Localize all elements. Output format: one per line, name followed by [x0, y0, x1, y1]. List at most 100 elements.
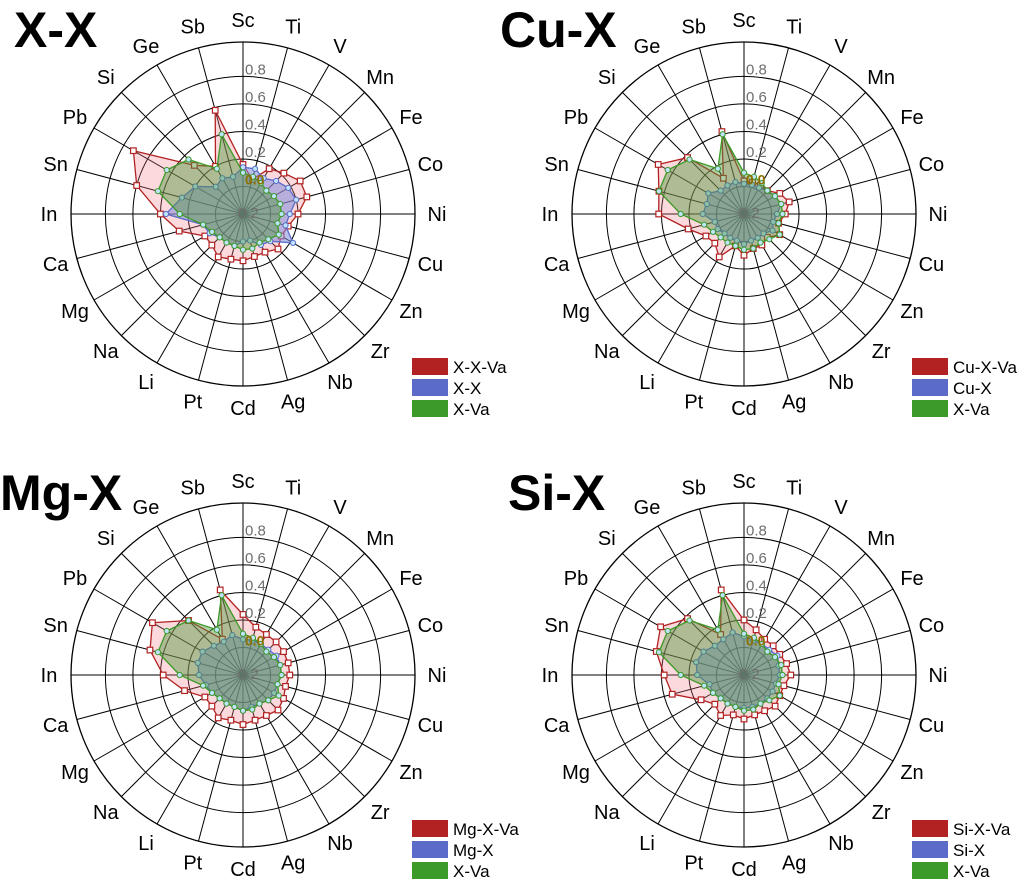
- data-point-marker: [702, 232, 710, 240]
- category-label: Pb: [63, 568, 87, 590]
- data-point-marker: [714, 626, 721, 633]
- data-point-marker: [216, 695, 223, 702]
- legend-label: Mg-X-Va: [453, 820, 519, 839]
- data-point-marker: [766, 236, 773, 243]
- radial-tick-label: 0.2: [245, 144, 266, 161]
- data-point-marker: [223, 700, 230, 707]
- data-point-marker: [771, 193, 779, 200]
- data-point-marker: [270, 654, 278, 661]
- category-label: Sb: [181, 478, 205, 500]
- data-point-marker: [175, 227, 183, 235]
- data-point-marker: [760, 230, 767, 237]
- radial-tick-label: 0.4: [746, 577, 767, 594]
- data-point-marker: [769, 688, 776, 695]
- data-point-marker: [740, 180, 748, 187]
- radial-tick-label: 0.8: [245, 522, 266, 539]
- data-point-marker: [274, 681, 281, 688]
- radial-tick-label: 0.2: [746, 144, 767, 161]
- data-point-marker: [655, 649, 663, 656]
- data-point-marker: [239, 246, 247, 253]
- data-point-marker: [282, 682, 289, 690]
- radial-tick-label: -0.2: [233, 205, 259, 222]
- data-point-marker: [220, 638, 227, 645]
- legend-swatch: [412, 820, 448, 837]
- data-point-marker: [278, 671, 285, 679]
- category-label: Pb: [564, 568, 588, 590]
- data-point-marker: [721, 230, 728, 237]
- data-point-marker: [227, 716, 235, 724]
- data-point-marker: [239, 630, 247, 637]
- data-point-marker: [270, 193, 278, 200]
- legend-label: X-Va: [953, 400, 990, 419]
- radial-tick-label: 0.6: [746, 89, 767, 106]
- data-point-marker: [201, 693, 209, 701]
- data-point-marker: [778, 661, 785, 669]
- legend: Si-X-Va Si-X X-Va: [912, 820, 1011, 881]
- category-label: Sc: [231, 10, 254, 32]
- data-point-marker: [249, 245, 256, 252]
- data-point-marker: [181, 687, 188, 695]
- category-label: Nb: [828, 372, 854, 394]
- legend-label: X-Va: [453, 400, 490, 419]
- data-point-marker: [757, 239, 764, 246]
- category-label: In: [41, 665, 58, 687]
- data-point-marker: [754, 234, 761, 241]
- data-point-marker: [701, 221, 708, 228]
- data-point-marker: [771, 702, 779, 710]
- data-point-marker: [719, 131, 726, 138]
- category-label: Pb: [63, 107, 87, 129]
- category-label: Zr: [872, 802, 891, 824]
- data-point-marker: [729, 629, 736, 636]
- data-point-marker: [748, 237, 755, 244]
- data-point-marker: [239, 721, 247, 728]
- category-label: Si: [97, 67, 115, 89]
- category-label: Cd: [230, 398, 256, 420]
- data-point-marker: [758, 640, 765, 648]
- data-point-marker: [740, 246, 748, 253]
- category-label: Sn: [544, 154, 568, 176]
- panel-title: Cu-X: [500, 2, 617, 58]
- data-point-marker: [783, 660, 790, 668]
- category-label: Ag: [782, 391, 806, 413]
- data-point-marker: [717, 234, 724, 241]
- category-label: Na: [594, 802, 620, 824]
- category-label: Ag: [281, 391, 305, 413]
- data-point-marker: [229, 173, 237, 180]
- radial-tick-label: 0.2: [746, 605, 767, 622]
- data-point-marker: [294, 210, 302, 218]
- data-point-marker: [280, 648, 287, 656]
- category-label: Nb: [828, 833, 854, 855]
- data-point-marker: [239, 707, 247, 714]
- data-point-marker: [787, 671, 795, 679]
- category-label: Cd: [230, 859, 256, 881]
- category-label: Fe: [900, 568, 923, 590]
- data-point-marker: [190, 161, 198, 169]
- legend-swatch: [912, 400, 948, 417]
- category-label: Sn: [43, 615, 67, 637]
- data-point-marker: [715, 253, 723, 261]
- data-point-marker: [664, 627, 671, 635]
- data-point-marker: [686, 156, 693, 163]
- data-point-marker: [724, 239, 731, 246]
- data-point-marker: [200, 221, 207, 228]
- data-point-marker: [709, 228, 717, 235]
- category-label: Si: [97, 528, 115, 550]
- data-point-marker: [717, 586, 725, 594]
- category-label: Mg: [562, 301, 590, 323]
- legend-label: X-Va: [953, 862, 990, 881]
- data-point-marker: [732, 179, 739, 186]
- data-point-marker: [239, 257, 247, 265]
- data-point-marker: [278, 210, 285, 218]
- data-point-marker: [776, 189, 784, 197]
- radial-tick-label: 0.8: [746, 61, 767, 78]
- data-point-marker: [697, 696, 705, 704]
- category-label: Ge: [634, 36, 661, 58]
- data-point-marker: [779, 210, 786, 218]
- category-label: Na: [93, 802, 119, 824]
- data-point-marker: [133, 182, 141, 189]
- legend-label: X-X-Va: [453, 358, 507, 377]
- category-label: Fe: [399, 568, 422, 590]
- category-label: Mn: [867, 67, 895, 89]
- data-point-marker: [740, 630, 748, 637]
